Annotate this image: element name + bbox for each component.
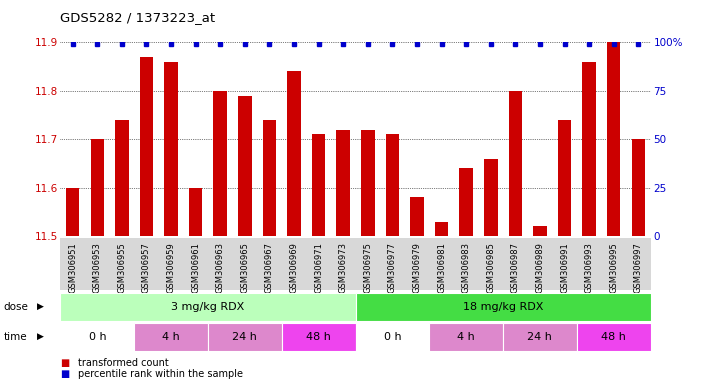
Text: percentile rank within the sample: percentile rank within the sample [78,369,243,379]
Text: GSM306955: GSM306955 [117,242,127,293]
Bar [115,120,129,236]
Bar [533,227,547,236]
Bar [189,188,203,236]
Text: GSM306975: GSM306975 [363,242,373,293]
Bar [508,91,522,236]
Bar [90,139,104,236]
Text: GSM306951: GSM306951 [68,242,77,293]
Bar [484,159,498,236]
Text: ■: ■ [60,369,70,379]
Text: 4 h: 4 h [457,332,475,342]
Bar [213,91,227,236]
Bar [60,293,356,321]
Bar [287,71,301,236]
Text: GSM306959: GSM306959 [166,242,176,293]
Text: 3 mg/kg RDX: 3 mg/kg RDX [171,302,245,312]
Bar [66,188,80,236]
Text: GSM306967: GSM306967 [265,242,274,293]
Bar [361,129,375,236]
Bar [134,323,208,351]
Text: GSM306993: GSM306993 [584,242,594,293]
Bar [503,323,577,351]
Text: 18 mg/kg RDX: 18 mg/kg RDX [463,302,543,312]
Text: GDS5282 / 1373223_at: GDS5282 / 1373223_at [60,12,215,25]
Bar [631,139,645,236]
Text: GSM306961: GSM306961 [191,242,201,293]
Text: GSM306987: GSM306987 [510,242,520,293]
Text: time: time [4,332,27,342]
Text: 48 h: 48 h [602,332,626,342]
Bar [582,62,596,236]
Text: GSM306963: GSM306963 [215,242,225,293]
Bar [164,62,178,236]
Bar [557,120,571,236]
Text: 24 h: 24 h [528,332,552,342]
Text: GSM306971: GSM306971 [314,242,323,293]
Text: GSM306969: GSM306969 [289,242,299,293]
Bar [208,323,282,351]
Bar [356,293,651,321]
Text: GSM306977: GSM306977 [388,242,397,293]
Text: GSM306991: GSM306991 [560,242,569,293]
Text: GSM306995: GSM306995 [609,242,618,293]
Text: 48 h: 48 h [306,332,331,342]
Text: GSM306985: GSM306985 [486,242,496,293]
Text: GSM306973: GSM306973 [338,242,348,293]
Bar [435,222,449,236]
Text: GSM306997: GSM306997 [634,242,643,293]
Bar [577,323,651,351]
Text: ▶: ▶ [37,302,44,311]
Bar [429,323,503,351]
Bar [459,168,473,236]
Text: GSM306957: GSM306957 [142,242,151,293]
Bar [262,120,276,236]
Text: GSM306953: GSM306953 [93,242,102,293]
Text: 24 h: 24 h [232,332,257,342]
Bar [336,129,350,236]
Text: transformed count: transformed count [78,358,169,368]
Text: dose: dose [4,302,28,312]
Text: GSM306983: GSM306983 [461,242,471,293]
Bar [312,134,326,236]
Text: GSM306981: GSM306981 [437,242,446,293]
Bar [140,57,154,236]
Text: 0 h: 0 h [88,332,106,342]
Text: ▶: ▶ [37,332,44,341]
Bar [60,323,134,351]
Bar [410,197,424,236]
Text: GSM306989: GSM306989 [535,242,545,293]
Text: ■: ■ [60,358,70,368]
Text: 0 h: 0 h [383,332,401,342]
Text: GSM306979: GSM306979 [412,242,422,293]
Text: 4 h: 4 h [162,332,180,342]
Text: GSM306965: GSM306965 [240,242,250,293]
Bar [607,42,621,236]
Bar [356,323,429,351]
Bar [282,323,356,351]
Bar [385,134,399,236]
Bar [238,96,252,236]
